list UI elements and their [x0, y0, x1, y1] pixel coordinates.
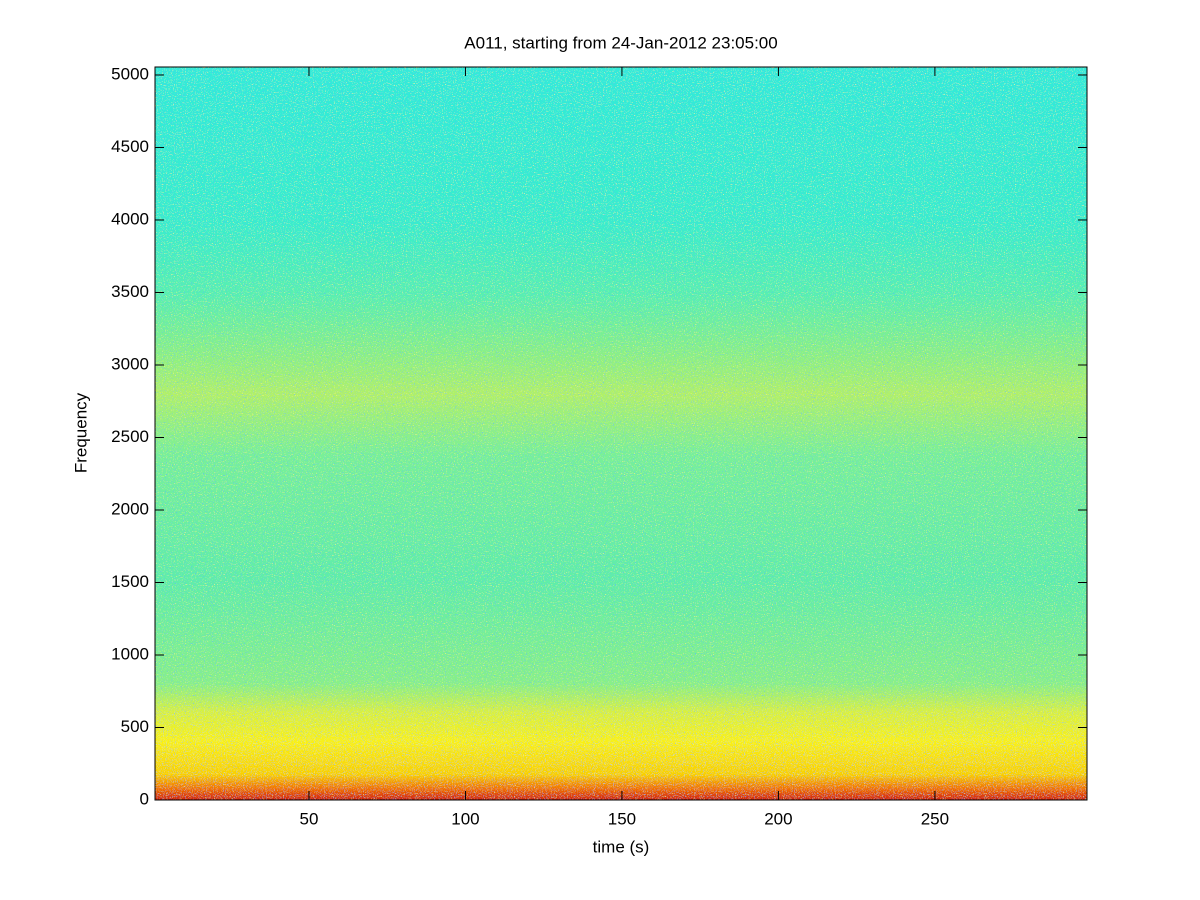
y-tick-label: 2500 [111, 427, 149, 446]
y-tick-label: 5000 [111, 64, 149, 83]
x-axis-label: time (s) [593, 837, 650, 856]
x-tick-label: 200 [764, 809, 792, 828]
y-tick-label: 4500 [111, 137, 149, 156]
x-tick-label: 250 [921, 809, 949, 828]
y-tick-label: 1000 [111, 644, 149, 663]
x-tick-label: 50 [300, 809, 319, 828]
spectrogram-image [155, 67, 1087, 800]
y-tick-label: 500 [121, 717, 149, 736]
y-tick-label: 4000 [111, 209, 149, 228]
plot-area [155, 67, 1087, 800]
x-tick-label: 150 [608, 809, 636, 828]
y-axis-label: Frequency [71, 392, 90, 473]
axes-frame [154, 66, 1088, 801]
x-tick-label: 100 [451, 809, 479, 828]
y-tick-label: 2000 [111, 499, 149, 518]
y-tick-label: 1500 [111, 572, 149, 591]
y-tick-label: 0 [140, 789, 149, 808]
y-tick-label: 3500 [111, 282, 149, 301]
y-tick-label: 3000 [111, 354, 149, 373]
chart-title: A011, starting from 24-Jan-2012 23:05:00 [464, 33, 777, 52]
